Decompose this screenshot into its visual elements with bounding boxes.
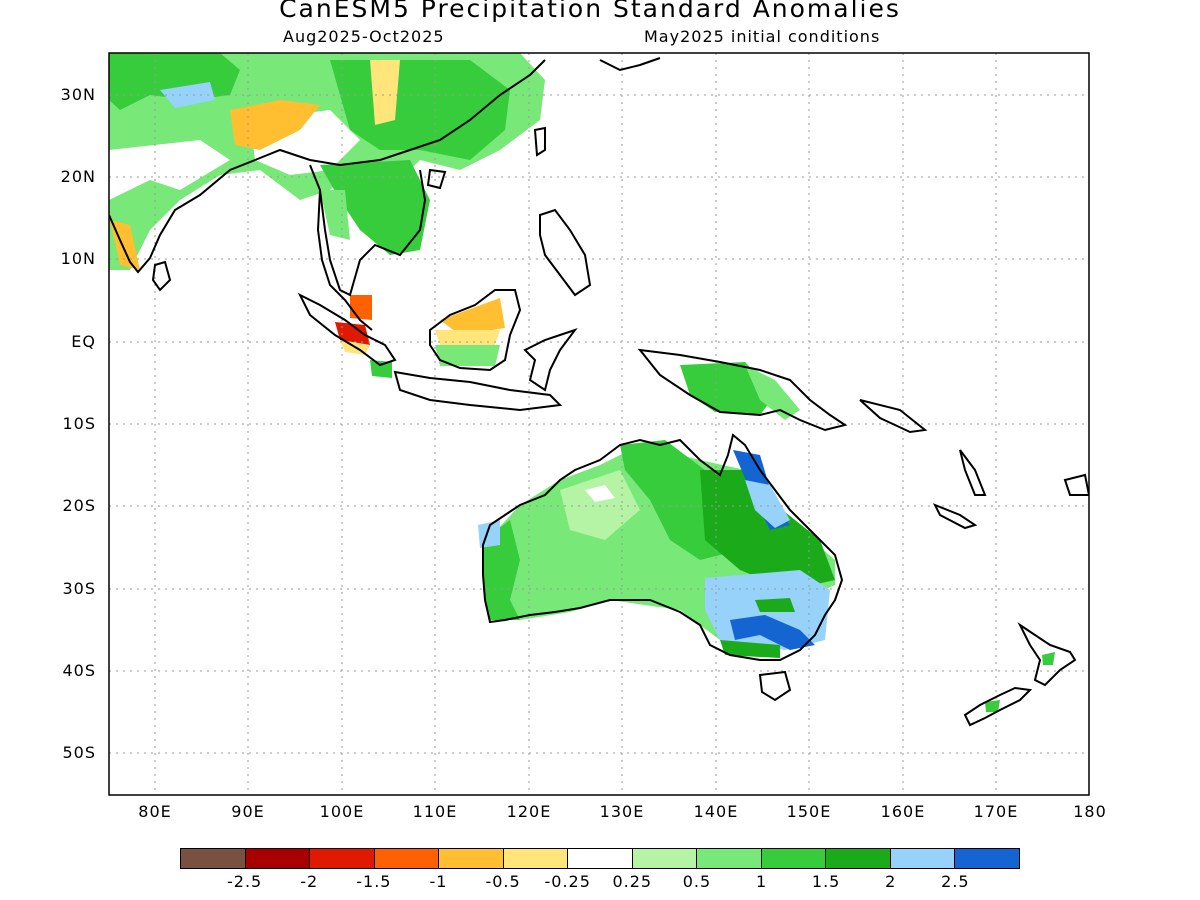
coastline-nz-north xyxy=(1017,622,1077,687)
anomaly-himalaya-orange xyxy=(230,100,320,150)
lon-label-150e: 150E xyxy=(786,802,832,821)
anomaly-australia-lightest xyxy=(560,470,640,540)
coastline-china xyxy=(254,59,546,167)
anomaly-field xyxy=(109,53,1055,712)
legend-swatch xyxy=(439,849,504,868)
coastline-sri-lanka xyxy=(151,260,172,292)
legend-label: -1.5 xyxy=(356,872,392,891)
legend-label: -0.5 xyxy=(485,872,521,891)
lat-label-30s: 30S xyxy=(62,579,96,598)
lat-label-20s: 20S xyxy=(62,496,96,515)
anomaly-indochina xyxy=(320,160,430,255)
legend-label: -0.25 xyxy=(544,872,591,891)
anomaly-cape-york-lightblue xyxy=(745,480,790,528)
lat-label-40s: 40S xyxy=(62,661,96,680)
anomaly-upper-yellow xyxy=(370,60,400,125)
legend-swatch xyxy=(697,849,762,868)
legend-label: 0.25 xyxy=(612,872,653,891)
coastline-sulawesi xyxy=(523,328,578,392)
lat-label-10n: 10N xyxy=(60,249,96,268)
anomaly-new-guinea-light xyxy=(745,365,800,420)
coastline-indochina xyxy=(309,164,427,297)
coastline-fiji xyxy=(1063,473,1089,496)
legend-swatch xyxy=(374,849,440,868)
legend-swatch xyxy=(181,849,246,868)
anomaly-nsw-green xyxy=(755,598,795,612)
legend-swatch xyxy=(632,849,698,868)
anomaly-new-zealand xyxy=(985,700,1000,712)
legend-swatch xyxy=(310,849,375,868)
anomaly-victoria-blue xyxy=(730,615,815,650)
lat-label-eq: EQ xyxy=(71,332,96,351)
legend-swatch xyxy=(826,849,891,868)
lon-label-130e: 130E xyxy=(599,802,645,821)
coastline-japan xyxy=(599,57,661,72)
lon-label-140e: 140E xyxy=(693,802,739,821)
coastlines xyxy=(109,57,1089,727)
map-border xyxy=(108,52,1090,796)
lon-label-110e: 110E xyxy=(412,802,458,821)
color-legend xyxy=(180,848,1020,869)
legend-swatch xyxy=(890,849,956,868)
coastline-tasmania xyxy=(758,670,792,702)
legend-label: 2.5 xyxy=(941,872,970,891)
coastline-philippines xyxy=(539,208,592,297)
anomaly-australia-green-e xyxy=(700,470,835,590)
anomaly-western-tip xyxy=(478,520,500,548)
legend-label: -2 xyxy=(300,872,319,891)
legend-label: 1.5 xyxy=(811,872,841,891)
anomaly-indochina-light xyxy=(320,190,350,240)
coastline-malay xyxy=(316,189,373,331)
coastline-india xyxy=(109,159,256,274)
lat-label-20n: 20N xyxy=(60,167,96,186)
anomaly-borneo-green xyxy=(435,345,500,366)
legend-label: 0.5 xyxy=(682,872,712,891)
lat-label-30n: 30N xyxy=(60,85,96,104)
map-title: CanESM5 Precipitation Standard Anomalies xyxy=(279,0,901,23)
legend-label: -1 xyxy=(429,872,448,891)
legend-label: 2 xyxy=(885,872,897,891)
coastline-borneo xyxy=(429,289,522,372)
lat-label-50s: 50S xyxy=(62,743,96,762)
initial-conditions: May2025 initial conditions xyxy=(644,27,881,46)
coastline-nz-south xyxy=(963,686,1033,727)
lon-label-80e: 80E xyxy=(138,802,172,821)
legend-label: -2.5 xyxy=(227,872,263,891)
legend-swatch xyxy=(568,849,633,868)
lon-label-180: 180 xyxy=(1073,802,1107,821)
coastline-australia xyxy=(482,433,844,661)
anomaly-australia-white xyxy=(585,485,615,502)
forecast-period: Aug2025-Oct2025 xyxy=(283,27,445,46)
anomaly-india-white xyxy=(109,140,230,200)
coastline-vanuatu xyxy=(959,449,987,496)
lon-label-160e: 160E xyxy=(880,802,926,821)
coastline-sumatra xyxy=(297,292,397,367)
lon-label-90e: 90E xyxy=(231,802,265,821)
lat-label-10s: 10S xyxy=(62,414,96,433)
legend-label: 1 xyxy=(755,872,768,891)
anomaly-victoria-green xyxy=(720,640,780,658)
coastline-new-caledonia xyxy=(932,503,978,530)
coastline-new-guinea xyxy=(637,348,848,432)
anomaly-borneo-orange xyxy=(440,298,505,335)
legend-swatch xyxy=(245,849,311,868)
legend-swatch xyxy=(955,849,1019,868)
legend-swatch xyxy=(761,849,827,868)
coastline-taiwan xyxy=(533,126,546,157)
lon-label-120e: 120E xyxy=(506,802,552,821)
coastline-solomon xyxy=(859,399,928,434)
map-gridlines xyxy=(109,53,1089,795)
anomaly-borneo-yellow xyxy=(435,330,500,345)
anomaly-java xyxy=(370,360,392,378)
legend-swatch xyxy=(503,849,569,868)
lon-label-100e: 100E xyxy=(319,802,365,821)
lon-label-170e: 170E xyxy=(973,802,1019,821)
coastline-java xyxy=(393,370,563,412)
anomaly-new-zealand-n xyxy=(1042,652,1055,665)
coastline-hainan xyxy=(426,168,447,190)
anomaly-sumatra-orange xyxy=(350,295,372,320)
